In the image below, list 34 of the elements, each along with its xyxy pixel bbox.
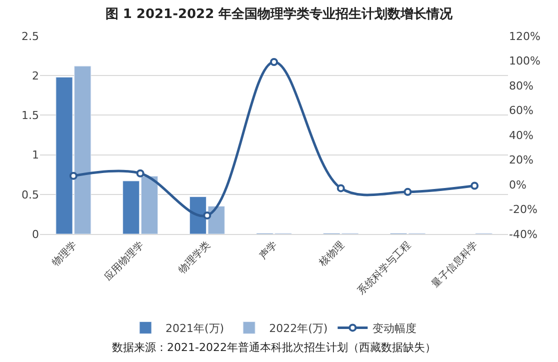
x-tick-label: 声学: [257, 239, 280, 262]
point: [270, 58, 278, 66]
y2-tick-label: 120%: [509, 30, 540, 43]
y2-tick-label: 40%: [509, 128, 534, 142]
y-tick-label: 2.5: [22, 30, 39, 43]
y2-tick-label: 100%: [509, 54, 540, 68]
y2-tick-label: 60%: [509, 104, 534, 118]
point: [203, 211, 212, 220]
x-tick-label: 系统科学与工程: [355, 239, 414, 298]
legend-label: 2021年(万): [166, 322, 224, 335]
point: [69, 172, 78, 180]
point: [470, 182, 479, 190]
y-tick-label: 1: [32, 148, 39, 162]
x-tick-label: 应用物理学: [102, 239, 146, 284]
point: [336, 184, 345, 192]
x-tick-label: 物理学类: [176, 239, 213, 276]
chart-title: 图 1 2021-2022 年全国物理学类专业招生计划数增长情况: [105, 6, 454, 22]
y-tick-label: 0.5: [22, 188, 39, 202]
x-tick-label: 物理学: [49, 239, 80, 269]
y-tick-label: 0: [32, 228, 39, 241]
y2-tick-label: 20%: [509, 154, 534, 167]
y2-tick-label: 80%: [509, 79, 534, 92]
source-note: 数据来源：2021-2022年普通本科批次招生计划（西藏数据缺失）: [112, 341, 436, 354]
legend-label: 变动幅度: [372, 322, 417, 335]
x-tick-label: 量子信息科学: [429, 239, 480, 290]
y-tick-label: 1.5: [22, 109, 39, 122]
y2-tick-label: -20%: [509, 203, 538, 216]
point: [136, 169, 144, 178]
y-tick-label: 2: [32, 69, 39, 82]
y2-tick-label: -40%: [509, 228, 538, 241]
legend-label: 2022年(万): [269, 322, 328, 335]
point: [404, 188, 412, 196]
x-tick-label: 核物理: [316, 239, 347, 270]
y2-tick-label: 0%: [509, 178, 526, 192]
